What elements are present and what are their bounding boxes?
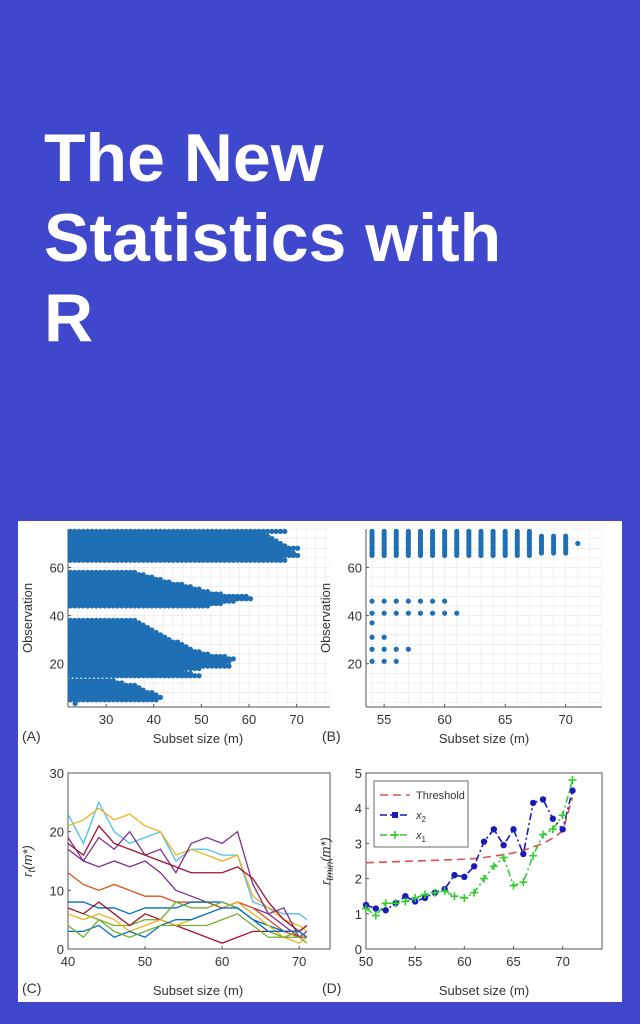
y-tick-label: 40 — [50, 609, 64, 624]
y-tick-label: 2 — [355, 872, 362, 887]
y-tick-label: 60 — [50, 560, 64, 575]
y-axis-label: rtmin(m*) — [318, 837, 336, 885]
chart-panel-a: 30 40 50 60 70 20 40 60 (A) Subset size (m) Observ… — [20, 528, 330, 746]
title-line-1: The New — [44, 120, 324, 196]
x-tick-label: 40 — [147, 712, 161, 727]
y-tick-label: 10 — [50, 883, 64, 898]
title-line-2: Statistics with — [44, 200, 502, 276]
x-tick-label: 60 — [437, 712, 451, 727]
x-tick-label: 55 — [408, 954, 422, 969]
x-tick-label: 55 — [377, 712, 391, 727]
y-tick-label: 3 — [355, 836, 362, 851]
chart-panel-b: 55 60 65 70 20 40 60 (B) Subset size (m) Observat… — [318, 528, 603, 746]
y-tick-label: 4 — [355, 801, 362, 816]
y-tick-label: 20 — [50, 657, 64, 672]
x-tick-label: 65 — [506, 954, 520, 969]
x-tick-label: 70 — [555, 954, 569, 969]
x-axis-label: Subset size (m) — [153, 983, 243, 998]
x-tick-label: 30 — [99, 712, 113, 727]
y-tick-label: 0 — [57, 942, 64, 957]
x-tick-label: 60 — [457, 954, 471, 969]
series-line-x1 — [365, 779, 574, 917]
y-tick-label: 30 — [50, 766, 64, 781]
x-tick-label: 70 — [289, 712, 303, 727]
chart-panel-d: 50 55 60 65 70 0 1 2 3 4 5 (D) Subset size (m) rtmin(… — [318, 766, 603, 998]
y-axis-label: rt(m*) — [20, 845, 38, 877]
y-tick-label: 5 — [355, 766, 362, 781]
series-line — [68, 901, 308, 938]
series-line — [67, 830, 307, 938]
series-line — [67, 824, 308, 933]
x-tick-label: 70 — [558, 712, 572, 727]
series-line — [67, 901, 308, 938]
x-tick-label: 50 — [138, 954, 152, 969]
legend-entry: x2 — [415, 810, 427, 824]
x-tick-label: 70 — [292, 954, 306, 969]
x-axis-label: Subset size (m) — [439, 731, 529, 746]
legend-entry: x1 — [415, 830, 427, 844]
y-axis-label: Observation — [20, 583, 35, 653]
x-axis-label: Subset size (m) — [153, 731, 243, 746]
x-tick-label: 60 — [242, 712, 256, 727]
panel-label: (A) — [22, 728, 41, 744]
cover-figure: 30 40 50 60 70 20 40 60 (A) Subset size (m) Observ… — [18, 521, 622, 1002]
x-tick-label: 50 — [359, 954, 373, 969]
series-line — [67, 913, 308, 944]
cover-title: The New Statistics with R — [44, 118, 624, 358]
panel-label: (B) — [322, 728, 341, 744]
legend-entry: Threshold — [416, 790, 465, 802]
y-tick-label: 0 — [355, 942, 362, 957]
y-tick-label: 40 — [348, 609, 362, 624]
chart-panel-c: 40 50 60 70 0 10 20 30 (C) Subset size (m) rt(m*) — [20, 766, 331, 998]
y-tick-label: 20 — [348, 657, 362, 672]
series-line-threshold — [365, 797, 574, 864]
x-tick-label: 65 — [498, 712, 512, 727]
y-tick-label: 60 — [348, 560, 362, 575]
x-tick-label: 50 — [194, 712, 208, 727]
panel-label: (D) — [322, 980, 341, 996]
x-tick-label: 40 — [61, 954, 75, 969]
chart-legend: Threshold x2 x1 — [373, 780, 469, 848]
series-line — [67, 848, 308, 939]
y-axis-label: Observation — [318, 583, 333, 653]
x-tick-label: 60 — [215, 954, 229, 969]
series-line — [68, 907, 308, 939]
title-line-3: R — [44, 280, 94, 356]
x-axis-label: Subset size (m) — [439, 983, 529, 998]
y-tick-label: 20 — [50, 825, 64, 840]
series-line-x2 — [365, 790, 574, 912]
y-tick-label: 1 — [355, 907, 362, 922]
panel-label: (C) — [22, 980, 41, 996]
